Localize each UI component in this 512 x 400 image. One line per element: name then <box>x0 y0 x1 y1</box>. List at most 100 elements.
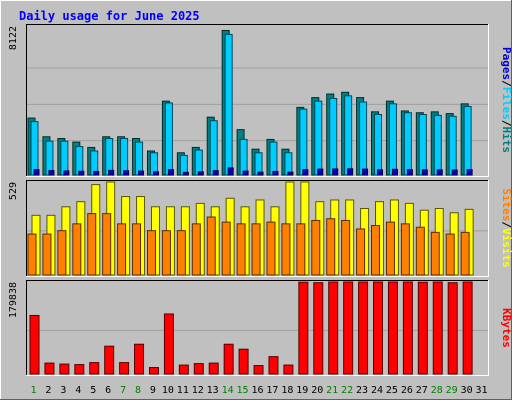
bar-kbytes-day-20 <box>313 282 324 375</box>
panel-top <box>26 24 489 177</box>
chart-title: Daily usage for June 2025 <box>19 9 200 23</box>
bar-kbytes-day-25 <box>387 281 398 375</box>
bar-kbytes-day-4 <box>74 364 85 375</box>
bar-pages-day-17 <box>272 170 279 176</box>
x-tick-label: 23 <box>356 385 368 396</box>
bar-pages-day-23 <box>362 168 369 176</box>
bar-files-day-6 <box>105 138 114 176</box>
bar-pages-day-15 <box>242 170 249 176</box>
y-max-label-bottom: 179838 <box>8 282 19 318</box>
bar-pages-day-16 <box>257 171 264 176</box>
bar-pages-day-6 <box>108 169 115 176</box>
x-tick-label: 15 <box>237 385 249 396</box>
bar-sites-day-20 <box>311 219 321 276</box>
bar-sites-day-24 <box>371 225 381 276</box>
y-max-label-top: 8122 <box>8 26 19 50</box>
bar-kbytes-day-8 <box>134 343 145 375</box>
label-separator: / <box>500 80 512 87</box>
bar-files-day-7 <box>120 138 129 176</box>
bar-sites-day-4 <box>72 223 82 276</box>
bar-files-day-8 <box>135 141 144 176</box>
bar-kbytes-day-7 <box>119 362 130 375</box>
bar-sites-day-25 <box>385 221 395 276</box>
bar-sites-day-10 <box>161 230 171 276</box>
bar-pages-day-24 <box>377 169 384 176</box>
bar-pages-day-12 <box>197 171 204 176</box>
bar-sites-day-26 <box>400 223 410 276</box>
x-tick-label: 11 <box>177 385 189 396</box>
bar-sites-day-12 <box>191 223 201 276</box>
bar-files-day-1 <box>30 121 39 176</box>
bar-sites-day-18 <box>281 223 291 276</box>
bar-sites-day-6 <box>102 213 112 276</box>
bar-files-day-14 <box>224 33 233 176</box>
bar-files-day-23 <box>359 101 368 176</box>
bar-sites-day-8 <box>132 223 142 276</box>
x-tick-label: 3 <box>60 385 66 396</box>
bar-files-day-19 <box>299 108 308 176</box>
bar-sites-day-1 <box>27 233 37 276</box>
x-tick-label: 2 <box>45 385 51 396</box>
series-label-hits: Hits <box>500 127 512 154</box>
bar-pages-day-25 <box>391 168 398 176</box>
bar-kbytes-day-16 <box>253 365 264 375</box>
bar-kbytes-day-18 <box>283 364 294 375</box>
bar-kbytes-day-3 <box>59 363 70 375</box>
x-tick-label: 13 <box>207 385 219 396</box>
bar-files-day-30 <box>463 105 472 176</box>
series-label-sites: Sites <box>500 188 512 221</box>
bar-sites-day-28 <box>430 231 440 276</box>
bar-sites-day-21 <box>326 218 336 276</box>
x-tick-label: 19 <box>296 385 308 396</box>
series-label-kbytes: KBytes <box>500 308 512 348</box>
bar-kbytes-day-10 <box>163 313 174 375</box>
bar-pages-day-30 <box>466 169 473 176</box>
bar-pages-day-21 <box>332 168 339 176</box>
x-tick-label: 5 <box>90 385 96 396</box>
x-tick-label: 28 <box>431 385 443 396</box>
bar-files-day-29 <box>448 115 457 176</box>
bar-kbytes-day-24 <box>373 281 384 375</box>
bar-kbytes-day-15 <box>238 348 249 375</box>
series-label-files: Files <box>500 87 512 120</box>
bar-kbytes-day-2 <box>44 362 55 375</box>
x-tick-label: 20 <box>311 385 323 396</box>
bar-kbytes-day-6 <box>104 345 115 375</box>
bar-pages-day-26 <box>406 169 413 176</box>
panel-bottom <box>26 280 489 376</box>
bar-files-day-12 <box>194 149 203 176</box>
bar-files-day-2 <box>45 140 54 176</box>
series-label-visits: Visits <box>500 228 512 268</box>
x-tick-label: 25 <box>386 385 398 396</box>
bar-kbytes-day-23 <box>358 281 369 375</box>
chart-panels <box>26 24 489 376</box>
x-tick-label: 1 <box>30 385 36 396</box>
x-tick-label: 14 <box>222 385 234 396</box>
x-tick-label: 9 <box>150 385 156 396</box>
bar-kbytes-day-26 <box>402 281 413 375</box>
bar-files-day-24 <box>374 113 383 176</box>
bar-files-day-25 <box>388 103 397 176</box>
bar-files-day-22 <box>344 95 353 176</box>
bar-sites-day-30 <box>460 231 470 276</box>
bar-pages-day-14 <box>227 167 234 176</box>
x-tick-label: 18 <box>281 385 293 396</box>
bar-kbytes-day-19 <box>298 281 309 375</box>
bar-files-day-3 <box>60 140 69 176</box>
x-tick-label: 17 <box>266 385 278 396</box>
x-tick-label: 10 <box>162 385 174 396</box>
bar-kbytes-day-17 <box>268 356 279 375</box>
bar-sites-day-29 <box>445 233 455 276</box>
bar-files-day-26 <box>403 112 412 176</box>
y-series-label-middle: Sites/Visits <box>500 188 512 268</box>
bar-pages-day-7 <box>123 170 130 176</box>
bar-files-day-4 <box>75 146 84 176</box>
y-max-label-middle: 529 <box>8 182 19 200</box>
x-axis-day-labels: 1 2 3 4 5 6 7 8 9 10 11 12 13 14 15 16 17 18 19 20 21 22 23 24 2… <box>30 385 487 396</box>
bar-kbytes-day-1 <box>29 314 40 375</box>
y-series-label-top: Pages/Files/Hits <box>500 47 512 153</box>
x-tick-label: 8 <box>135 385 141 396</box>
x-tick-label: 21 <box>326 385 338 396</box>
x-tick-label: 31 <box>476 385 488 396</box>
